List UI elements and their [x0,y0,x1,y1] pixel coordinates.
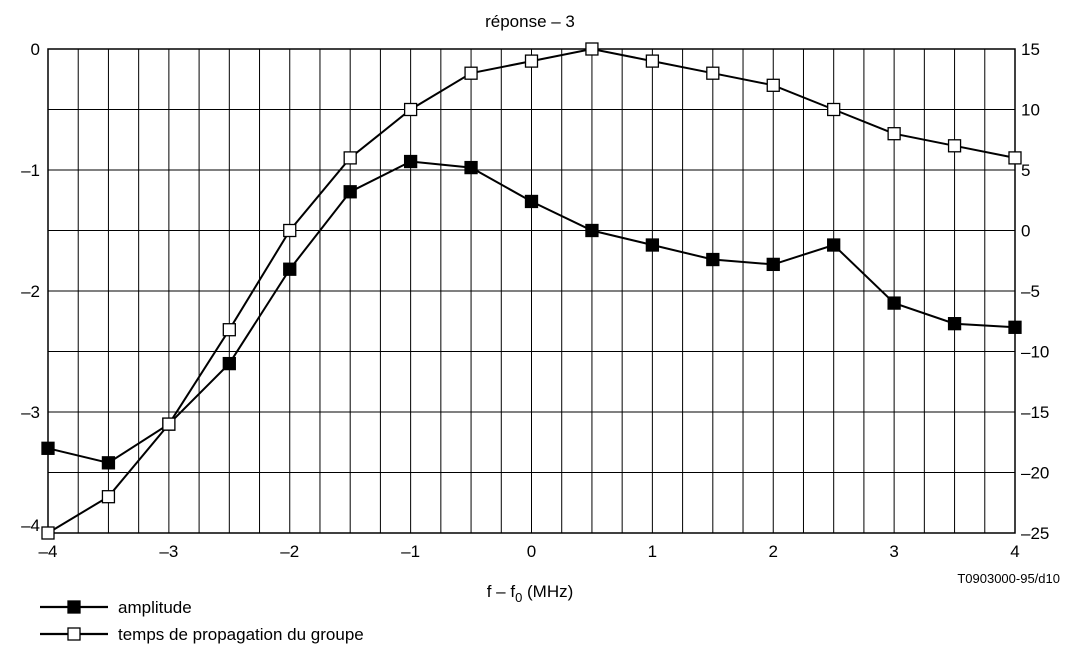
data-point-temps-de-propagation-du-groupe [766,78,780,92]
data-point-temps-de-propagation-du-groupe [343,151,357,165]
legend-marker [67,627,81,641]
x-axis-label: f – f0 (MHz) [487,582,574,605]
data-point-amplitude [524,194,539,209]
legend-marker [67,600,81,614]
data-point-amplitude [1008,320,1022,334]
data-point-amplitude [283,262,297,276]
data-point-amplitude [343,185,357,199]
data-point-temps-de-propagation-du-groupe [101,490,116,504]
series-layer [41,42,1022,540]
y-axis-left: 0 –1 –2 –3 –4 [21,40,40,535]
y-right-tick-label: 15 [1021,40,1040,59]
data-point-amplitude [947,317,962,331]
legend-label: amplitude [118,598,192,617]
data-point-amplitude [222,356,236,371]
y-left-tick-label: –3 [21,403,40,422]
x-tick-label: –3 [159,542,178,561]
x-tick-label: 1 [648,542,657,561]
y-left-tick-label: –4 [21,516,40,535]
data-point-temps-de-propagation-du-groupe [1008,151,1022,165]
data-point-temps-de-propagation-du-groupe [645,54,660,68]
x-tick-label: –4 [39,542,58,561]
data-point-amplitude [645,238,660,252]
y-axis-right: 15 10 5 0 –5 –10 –15 –20 –25 [1021,40,1049,543]
legend-label: temps de propagation du groupe [118,625,364,644]
data-point-temps-de-propagation-du-groupe [222,323,236,337]
y-left-tick-label: –1 [21,161,40,180]
x-tick-label: 2 [769,542,778,561]
data-point-amplitude [887,296,901,310]
legend: amplitude temps de propagation du groupe [40,598,364,644]
y-right-tick-label: 10 [1021,101,1040,120]
y-right-tick-label: –25 [1021,524,1049,543]
y-left-tick-label: –2 [21,282,40,301]
x-tick-label: 0 [527,542,536,561]
data-point-amplitude [827,238,841,252]
data-point-temps-de-propagation-du-groupe [706,66,720,80]
data-point-temps-de-propagation-du-groupe [887,127,901,141]
data-point-amplitude [403,154,418,169]
data-point-temps-de-propagation-du-groupe [403,102,418,117]
data-point-amplitude [766,257,780,272]
y-right-tick-label: –10 [1021,343,1049,362]
chart-title: réponse – 3 [485,12,575,31]
data-point-temps-de-propagation-du-groupe [947,139,962,153]
data-point-amplitude [41,441,55,455]
data-point-amplitude [101,456,116,470]
y-right-tick-label: –15 [1021,403,1049,422]
y-right-tick-label: –5 [1021,282,1040,301]
data-point-temps-de-propagation-du-groupe [524,54,539,68]
y-left-tick-label: 0 [31,40,40,59]
y-right-tick-label: 0 [1021,222,1030,241]
data-point-temps-de-propagation-du-groupe [41,526,55,540]
x-tick-label: –2 [280,542,299,561]
data-point-temps-de-propagation-du-groupe [827,102,841,117]
data-point-amplitude [464,160,478,175]
x-axis: –4 –3 –2 –1 0 1 2 3 4 [39,542,1020,561]
data-point-temps-de-propagation-du-groupe [283,223,297,238]
data-point-temps-de-propagation-du-groupe [464,66,478,80]
data-point-amplitude [706,252,720,267]
y-right-tick-label: 5 [1021,161,1030,180]
data-point-temps-de-propagation-du-groupe [162,417,176,431]
data-point-amplitude [585,223,599,238]
data-point-temps-de-propagation-du-groupe [585,42,599,56]
grid [47,48,1016,534]
x-tick-label: –1 [401,542,420,561]
figure-reference: T0903000-95/d10 [957,571,1060,586]
x-tick-label: 3 [889,542,898,561]
plot-frame [47,48,1016,534]
x-tick-label: 4 [1010,542,1019,561]
y-right-tick-label: –20 [1021,464,1049,483]
